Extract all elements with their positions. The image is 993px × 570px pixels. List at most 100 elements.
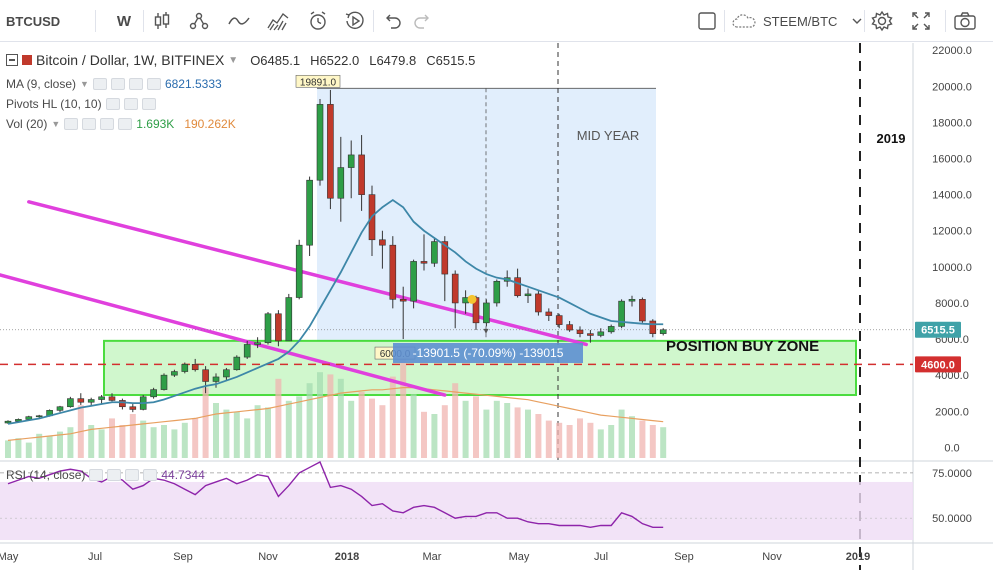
candle — [87, 397, 95, 406]
candle — [493, 279, 501, 307]
eye-icon[interactable] — [64, 118, 79, 130]
candle-body — [358, 154, 365, 195]
candle-body — [420, 261, 428, 264]
symbol-color-icon — [22, 55, 32, 65]
volume-bar — [514, 407, 521, 458]
candle — [171, 369, 178, 377]
bar-style-icon[interactable] — [149, 8, 175, 34]
candle-body — [524, 293, 532, 297]
volume-label: Vol (20) — [6, 117, 48, 131]
candle-body — [399, 299, 407, 302]
area-icon[interactable] — [265, 8, 291, 34]
volume-bar — [88, 425, 95, 458]
volume-bar — [400, 359, 407, 458]
candle — [327, 89, 334, 210]
candle-body — [514, 277, 521, 297]
ohlc-close: C6515.5 — [426, 52, 476, 68]
volume-bar — [577, 418, 583, 458]
candle — [555, 313, 563, 329]
candle-body — [576, 329, 584, 334]
eye-icon[interactable] — [105, 98, 120, 110]
candle-body — [607, 326, 615, 333]
candle-body — [150, 389, 157, 398]
candle — [243, 340, 251, 359]
undo-icon[interactable] — [379, 8, 405, 34]
candle — [295, 239, 303, 300]
volume-value: 1.693K — [136, 117, 175, 131]
settings-icon[interactable] — [869, 8, 895, 34]
volume-bar — [109, 418, 115, 458]
candle-body — [649, 320, 657, 334]
compare-symbol-label: STEEM/BTC — [763, 13, 838, 29]
settings-icon[interactable] — [123, 98, 138, 110]
eye-icon[interactable] — [89, 469, 104, 481]
toolbar-divider — [143, 10, 144, 32]
settings-icon[interactable] — [110, 78, 125, 90]
replay-icon[interactable] — [342, 8, 368, 34]
settings-icon[interactable] — [107, 469, 122, 481]
collapse-icon[interactable] — [6, 54, 18, 66]
close-icon[interactable] — [100, 118, 115, 130]
volume-bar — [452, 383, 459, 458]
volume-bar — [275, 378, 282, 458]
toolbar-divider — [95, 10, 96, 32]
high-label-box — [295, 74, 341, 88]
volume-bar — [535, 414, 542, 458]
compare-symbol[interactable]: STEEM/BTC — [731, 8, 863, 34]
price-tick-label: 0.0 — [944, 442, 959, 454]
rsi-tick-label: 75.0000 — [932, 468, 972, 480]
close-icon[interactable] — [141, 98, 156, 110]
candle-body — [212, 376, 220, 382]
support-price-tag: 4600.0 — [921, 359, 955, 371]
candle-body — [67, 398, 74, 408]
chevron-down-icon[interactable]: ▼ — [51, 119, 61, 129]
camera-icon[interactable] — [952, 8, 978, 34]
pivot-arrow: ▾ — [483, 326, 488, 337]
candle-body — [160, 374, 168, 390]
candle-body — [379, 239, 386, 246]
volume-bar — [348, 400, 355, 458]
close-icon[interactable] — [125, 469, 140, 481]
volume-bar — [57, 431, 63, 458]
square-icon[interactable] — [694, 8, 720, 34]
candle — [628, 295, 636, 307]
settings-icon[interactable] — [82, 118, 97, 130]
candle — [316, 98, 324, 186]
candle — [659, 328, 667, 336]
candle-body — [191, 364, 199, 371]
year-label: 2019 — [877, 131, 906, 146]
alert-icon[interactable] — [305, 8, 331, 34]
candle-body — [223, 369, 230, 378]
price-tick-label: 18000.0 — [932, 117, 972, 129]
volume-bar — [161, 425, 167, 458]
candle-body — [389, 244, 397, 300]
indicators-icon[interactable] — [186, 8, 212, 34]
line-tool-icon[interactable] — [226, 8, 252, 34]
chevron-down-icon[interactable]: ▼ — [228, 54, 239, 66]
time-tick-label: Sep — [674, 551, 694, 563]
volume-bar — [608, 425, 615, 458]
volume-bar — [639, 420, 646, 458]
mid-year-label: MID YEAR — [577, 128, 640, 143]
toolbar-divider — [373, 10, 374, 32]
ma-legend: MA (9, close) ▼ 6821.5333 — [6, 77, 222, 91]
close-icon[interactable] — [128, 78, 143, 90]
chevron-down-icon[interactable]: ▼ — [80, 79, 89, 89]
more-icon[interactable] — [146, 78, 161, 90]
volume-bar — [587, 422, 594, 458]
symbol-search[interactable]: BTCUSD — [6, 13, 61, 29]
candle-body — [119, 400, 126, 408]
redo-icon[interactable] — [410, 8, 436, 34]
volume-bar — [202, 387, 209, 458]
buy-zone-label: POSITION BUY ZONE — [666, 338, 819, 355]
interval-selector[interactable]: W — [116, 12, 132, 30]
fullscreen-icon[interactable] — [908, 8, 934, 34]
eye-icon[interactable] — [92, 78, 107, 90]
more-icon[interactable] — [118, 118, 133, 130]
channel-upper-line — [27, 200, 588, 347]
volume-bar — [337, 378, 344, 458]
time-tick-label: May — [0, 551, 19, 563]
candle — [129, 404, 137, 413]
more-icon[interactable] — [143, 469, 158, 481]
